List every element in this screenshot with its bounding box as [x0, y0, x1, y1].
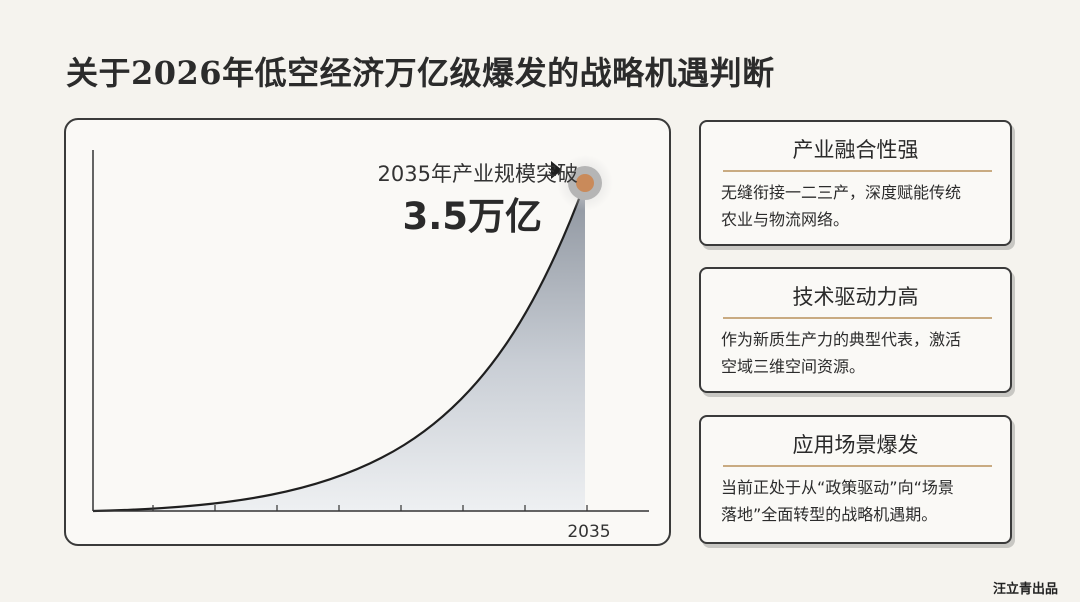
card-body-line: 无缝衔接一二三产，深度赋能传统: [721, 183, 962, 202]
growth-chart: 2035 2035年产业规模突破 3.5万亿: [64, 118, 671, 546]
card-title: 技术驱动力高: [792, 285, 919, 309]
card-body: 作为新质生产力的典型代表，激活 空域三维空间资源。: [721, 326, 996, 380]
endpoint-marker: [576, 174, 594, 192]
curve-area-fill: [93, 183, 585, 511]
growth-chart-svg: 2035: [92, 150, 649, 542]
card-body: 无缝衔接一二三产，深度赋能传统 农业与物流网络。: [721, 179, 996, 233]
x-tick-label-2035: 2035: [567, 522, 610, 542]
card-technology-driven: 技术驱动力高 作为新质生产力的典型代表，激活 空域三维空间资源。: [699, 267, 1012, 393]
card-industry-integration: 产业融合性强 无缝衔接一二三产，深度赋能传统 农业与物流网络。: [699, 120, 1012, 246]
card-divider: [723, 465, 992, 467]
annotation-pointer: [551, 161, 562, 179]
card-body-line: 空域三维空间资源。: [721, 357, 866, 376]
card-body-line: 落地”全面转型的战略机遇期。: [721, 505, 938, 524]
card-body-line: 农业与物流网络。: [721, 210, 850, 229]
credit-text: 汪立青出品: [992, 582, 1058, 597]
card-title: 产业融合性强: [792, 138, 919, 162]
card-divider: [723, 170, 992, 172]
card-title: 应用场景爆发: [792, 433, 919, 457]
annotation-label: 2035年产业规模突破: [377, 162, 578, 186]
card-divider: [723, 317, 992, 319]
card-body-line: 当前正处于从“政策驱动”向“场景: [721, 478, 954, 497]
card-application-scenarios: 应用场景爆发 当前正处于从“政策驱动”向“场景 落地”全面转型的战略机遇期。: [699, 415, 1012, 544]
card-body-line: 作为新质生产力的典型代表，激活: [721, 330, 962, 349]
page-title: 关于2026年低空经济万亿级爆发的战略机遇判断: [66, 54, 775, 92]
card-body: 当前正处于从“政策驱动”向“场景 落地”全面转型的战略机遇期。: [721, 474, 996, 528]
annotation-value: 3.5万亿: [402, 195, 542, 238]
growth-curve-line: [92, 182, 587, 513]
